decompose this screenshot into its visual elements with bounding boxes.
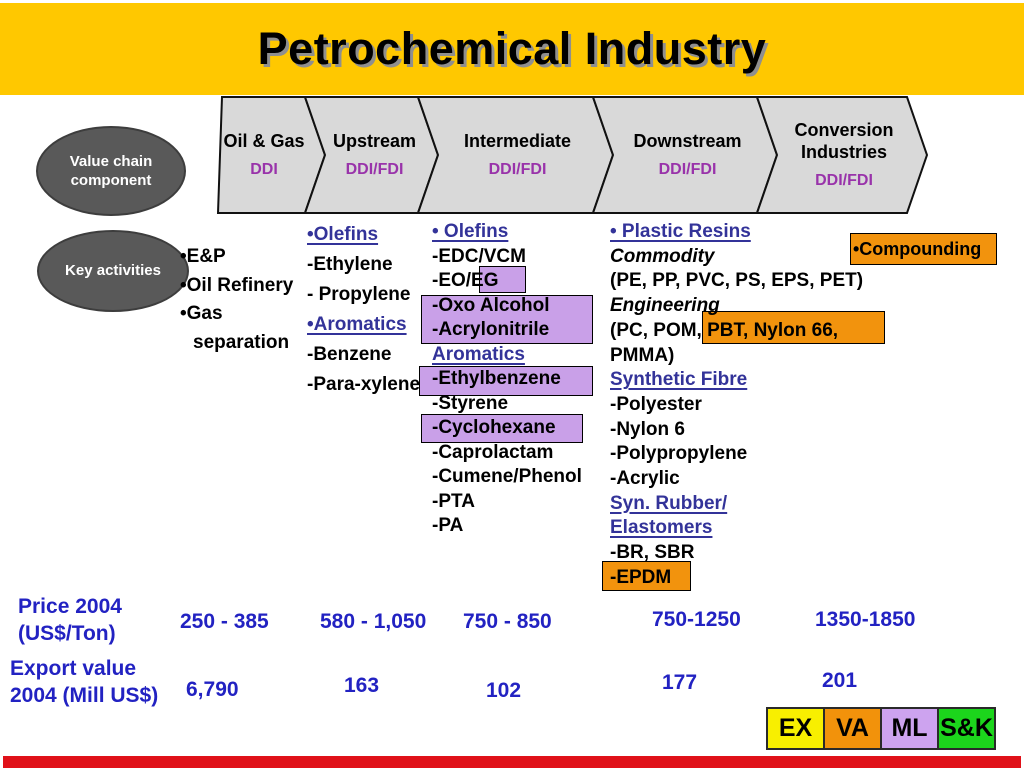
stage-investment: DDI/FDI — [815, 171, 873, 189]
list-item: -EPDM — [610, 566, 672, 588]
export-value: 102 — [486, 679, 522, 702]
key-activities-ellipse: Key activities — [37, 230, 189, 312]
chevron-conversion — [755, 96, 929, 214]
list-item: -EDC/VCM — [432, 245, 526, 267]
oil-gas-activities: •E&P •Oil Refinery •Gas separation — [180, 243, 293, 357]
list-item: -Ethylene — [307, 254, 393, 275]
list-item: -Para-xylene — [307, 374, 421, 395]
price-value: 750 - 850 — [463, 610, 552, 633]
value-chain-component-ellipse: Value chain component — [36, 126, 186, 216]
export-2004-label: Export value 2004 (Mill US$) — [10, 655, 158, 709]
list-item: -Acrylic — [610, 468, 680, 490]
list-heading: Synthetic Fibre — [610, 369, 748, 391]
ellipse-label: Value chain component — [69, 152, 153, 190]
list-item: -BR, SBR — [610, 542, 695, 564]
list-heading: •Olefins — [307, 224, 379, 245]
highlight-oxo-acrylonitrile — [421, 295, 593, 344]
stage-name: Conversion Industries — [794, 120, 894, 162]
stage-name: Intermediate — [463, 130, 572, 151]
list-item: -Styrene — [432, 392, 509, 414]
list-item: separation — [193, 331, 290, 353]
highlight-epdm — [602, 561, 691, 591]
list-item: -Polypropylene — [610, 443, 748, 465]
list-item: -Nylon 6 — [610, 418, 685, 440]
legend-va-box: VA — [823, 707, 882, 750]
list-item: -Caprolactam — [432, 441, 554, 463]
list-item: PMMA) — [610, 344, 675, 366]
footer-bar — [3, 756, 1021, 768]
list-item: (PE, PP, PVC, PS, EPS, PET) — [610, 270, 864, 292]
stage-investment: DDI/FDI — [345, 161, 404, 179]
list-item: -Cumene/Phenol — [432, 466, 582, 487]
list-item: Engineering — [610, 295, 720, 317]
stage-name: Upstream — [332, 130, 417, 151]
highlight-cyclohexane — [421, 414, 583, 443]
list-item: -PTA — [432, 490, 475, 512]
list-heading: Syn. Rubber/ — [610, 492, 728, 514]
stage-oil-gas: Oil & Gas DDI — [219, 100, 309, 210]
page-title: Petrochemical Industry — [257, 23, 767, 74]
list-item: -Benzene — [307, 344, 392, 365]
price-value: 1350-1850 — [815, 608, 916, 631]
list-item: -Polyester — [610, 393, 702, 415]
highlight-compounding: •Compounding — [850, 233, 997, 265]
list-item: Commodity — [610, 245, 715, 267]
highlight-pbt-nylon66 — [702, 311, 885, 344]
price-2004-label: Price 2004 (US$/Ton) — [18, 593, 122, 647]
list-item: -Cyclohexane — [432, 417, 556, 438]
legend: EX VA ML S&K — [766, 707, 996, 750]
list-item: •Gas — [180, 303, 223, 324]
highlight-eo-eg — [479, 266, 526, 293]
value-chain-chevrons — [216, 96, 929, 214]
list-item: •E&P — [180, 246, 226, 267]
list-heading: Aromatics — [432, 343, 525, 365]
price-value: 250 - 385 — [180, 610, 269, 633]
list-item: -PA — [432, 515, 464, 536]
list-heading: Elastomers — [610, 517, 713, 539]
stage-name: Downstream — [633, 130, 742, 151]
downstream-list: • Plastic Resins Commodity (PE, PP, PVC,… — [610, 220, 863, 591]
label-line: Export value — [10, 657, 137, 680]
stage-upstream: Upstream DDI/FDI — [327, 100, 422, 210]
upstream-list: •Olefins -Ethylene - Propylene •Aromatic… — [307, 220, 420, 400]
price-value: 750-1250 — [652, 608, 741, 631]
list-item: - Propylene — [307, 284, 411, 305]
export-value: 6,790 — [186, 678, 239, 701]
stage-investment: DDI/FDI — [658, 161, 717, 179]
list-item: (PC, POM, PBT, Nylon 66, — [610, 319, 839, 341]
intermediate-list: • Olefins -EDC/VCM -EO/EG -Oxo Alcohol -… — [432, 220, 582, 539]
list-item: -EO/EG — [432, 270, 499, 291]
legend-ex-box: EX — [766, 707, 825, 750]
list-item: -Ethylbenzene — [432, 368, 561, 389]
price-value: 580 - 1,050 — [320, 610, 427, 633]
list-item: -Acrylonitrile — [432, 319, 550, 340]
legend-ml-box: ML — [880, 707, 939, 750]
label-line: (US$/Ton) — [18, 622, 116, 645]
legend-sk-box: S&K — [937, 707, 996, 750]
stage-intermediate: Intermediate DDI/FDI — [440, 100, 595, 210]
stage-conversion: Conversion Industries DDI/FDI — [779, 100, 909, 210]
label-line: 2004 (Mill US$) — [10, 684, 159, 707]
title-banner: Petrochemical Industry — [0, 3, 1024, 95]
list-item: •Compounding — [853, 238, 982, 259]
label-line: Price 2004 — [18, 595, 122, 618]
list-heading: •Aromatics — [307, 314, 407, 335]
stage-name: Oil & Gas — [223, 130, 305, 151]
stage-downstream: Downstream DDI/FDI — [615, 100, 760, 210]
export-value: 201 — [822, 669, 858, 692]
list-heading: • Olefins — [432, 221, 509, 242]
list-item: -Oxo Alcohol — [432, 294, 550, 316]
list-item: •Oil Refinery — [180, 274, 294, 296]
highlight-ethylbenzene — [419, 366, 593, 396]
export-value: 177 — [662, 671, 698, 694]
stage-investment: DDI — [250, 161, 278, 179]
ellipse-label: Key activities — [65, 262, 161, 280]
stage-investment: DDI/FDI — [488, 161, 547, 179]
list-heading: • Plastic Resins — [610, 221, 751, 242]
export-value: 163 — [344, 674, 380, 697]
